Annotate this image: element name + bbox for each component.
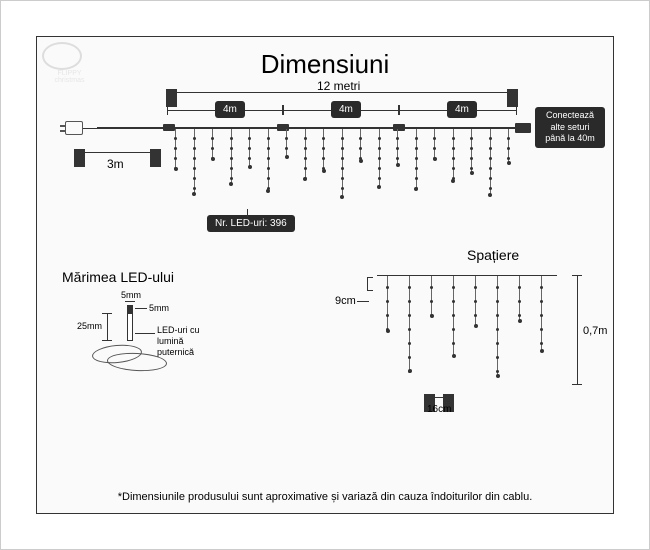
brand-logo: FLIPPY christmas xyxy=(42,42,97,92)
strand xyxy=(416,129,417,189)
led-count-pointer xyxy=(247,209,248,217)
led-note: LED-uri cu luminăputernică xyxy=(157,325,217,357)
spacing-horiz-label: 16cm xyxy=(427,404,451,415)
conn-left xyxy=(163,124,175,131)
strand xyxy=(397,129,398,165)
led-size-diagram: 5mm 5mm 25mm LED-uri cu luminăputernică xyxy=(77,295,217,385)
strand xyxy=(490,129,491,195)
strand xyxy=(175,129,176,169)
spacing-strand xyxy=(475,276,476,326)
strand xyxy=(471,129,472,173)
strand xyxy=(342,129,343,197)
strand xyxy=(268,129,269,191)
seg1-label: 4m xyxy=(215,101,245,118)
spacing-strand xyxy=(431,276,432,316)
spacing-strand xyxy=(541,276,542,351)
strand xyxy=(212,129,213,159)
strand xyxy=(249,129,250,167)
spacing-strands xyxy=(387,276,557,396)
led-height: 25mm xyxy=(77,321,102,331)
main-strands xyxy=(175,129,515,209)
strand xyxy=(434,129,435,159)
seg2-label: 4m xyxy=(331,101,361,118)
strand xyxy=(323,129,324,171)
led-size-title: Mărimea LED-ului xyxy=(62,269,174,285)
strand xyxy=(453,129,454,181)
led-tip: 5mm xyxy=(149,303,169,313)
led-count-badge: Nr. LED-uri: 396 xyxy=(207,215,295,232)
plug-icon xyxy=(65,121,83,135)
strand xyxy=(379,129,380,187)
lead-label: 3m xyxy=(107,157,124,171)
footnote-text: *Dimensiunile produsului sunt aproximati… xyxy=(37,491,613,503)
strand xyxy=(286,129,287,157)
spacing-strand xyxy=(409,276,410,371)
strand xyxy=(360,129,361,161)
seg3-label: 4m xyxy=(447,101,477,118)
spacing-vert-bracket xyxy=(367,277,373,291)
plug-cable xyxy=(83,128,97,129)
spacing-vert-line xyxy=(357,301,369,302)
spacing-vert-label: 9cm xyxy=(335,295,356,307)
lead-measure xyxy=(75,152,160,153)
diagram-container: FLIPPY christmas Dimensiuni 12 metri 4m … xyxy=(36,36,614,514)
page-title: Dimensiuni xyxy=(37,37,613,80)
spacing-strand xyxy=(497,276,498,376)
outer-frame: FLIPPY christmas Dimensiuni 12 metri 4m … xyxy=(0,0,650,550)
spacing-strand xyxy=(519,276,520,321)
spacing-horiz-measure xyxy=(425,397,453,398)
spacing-title: Spațiere xyxy=(467,247,519,263)
spacing-drop-measure xyxy=(577,275,578,385)
connect-note: Conecteazăalte seturipână la 40m xyxy=(535,107,605,148)
strand xyxy=(231,129,232,184)
strand xyxy=(305,129,306,179)
logo-text: FLIPPY christmas xyxy=(42,70,97,84)
spacing-drop-label: 0,7m xyxy=(583,325,607,337)
strand xyxy=(194,129,195,194)
spacing-strand xyxy=(387,276,388,331)
spacing-strand xyxy=(453,276,454,356)
strand xyxy=(508,129,509,163)
conn-right xyxy=(515,123,531,133)
led-width: 5mm xyxy=(121,290,141,300)
total-width-label: 12 metri xyxy=(317,79,360,93)
